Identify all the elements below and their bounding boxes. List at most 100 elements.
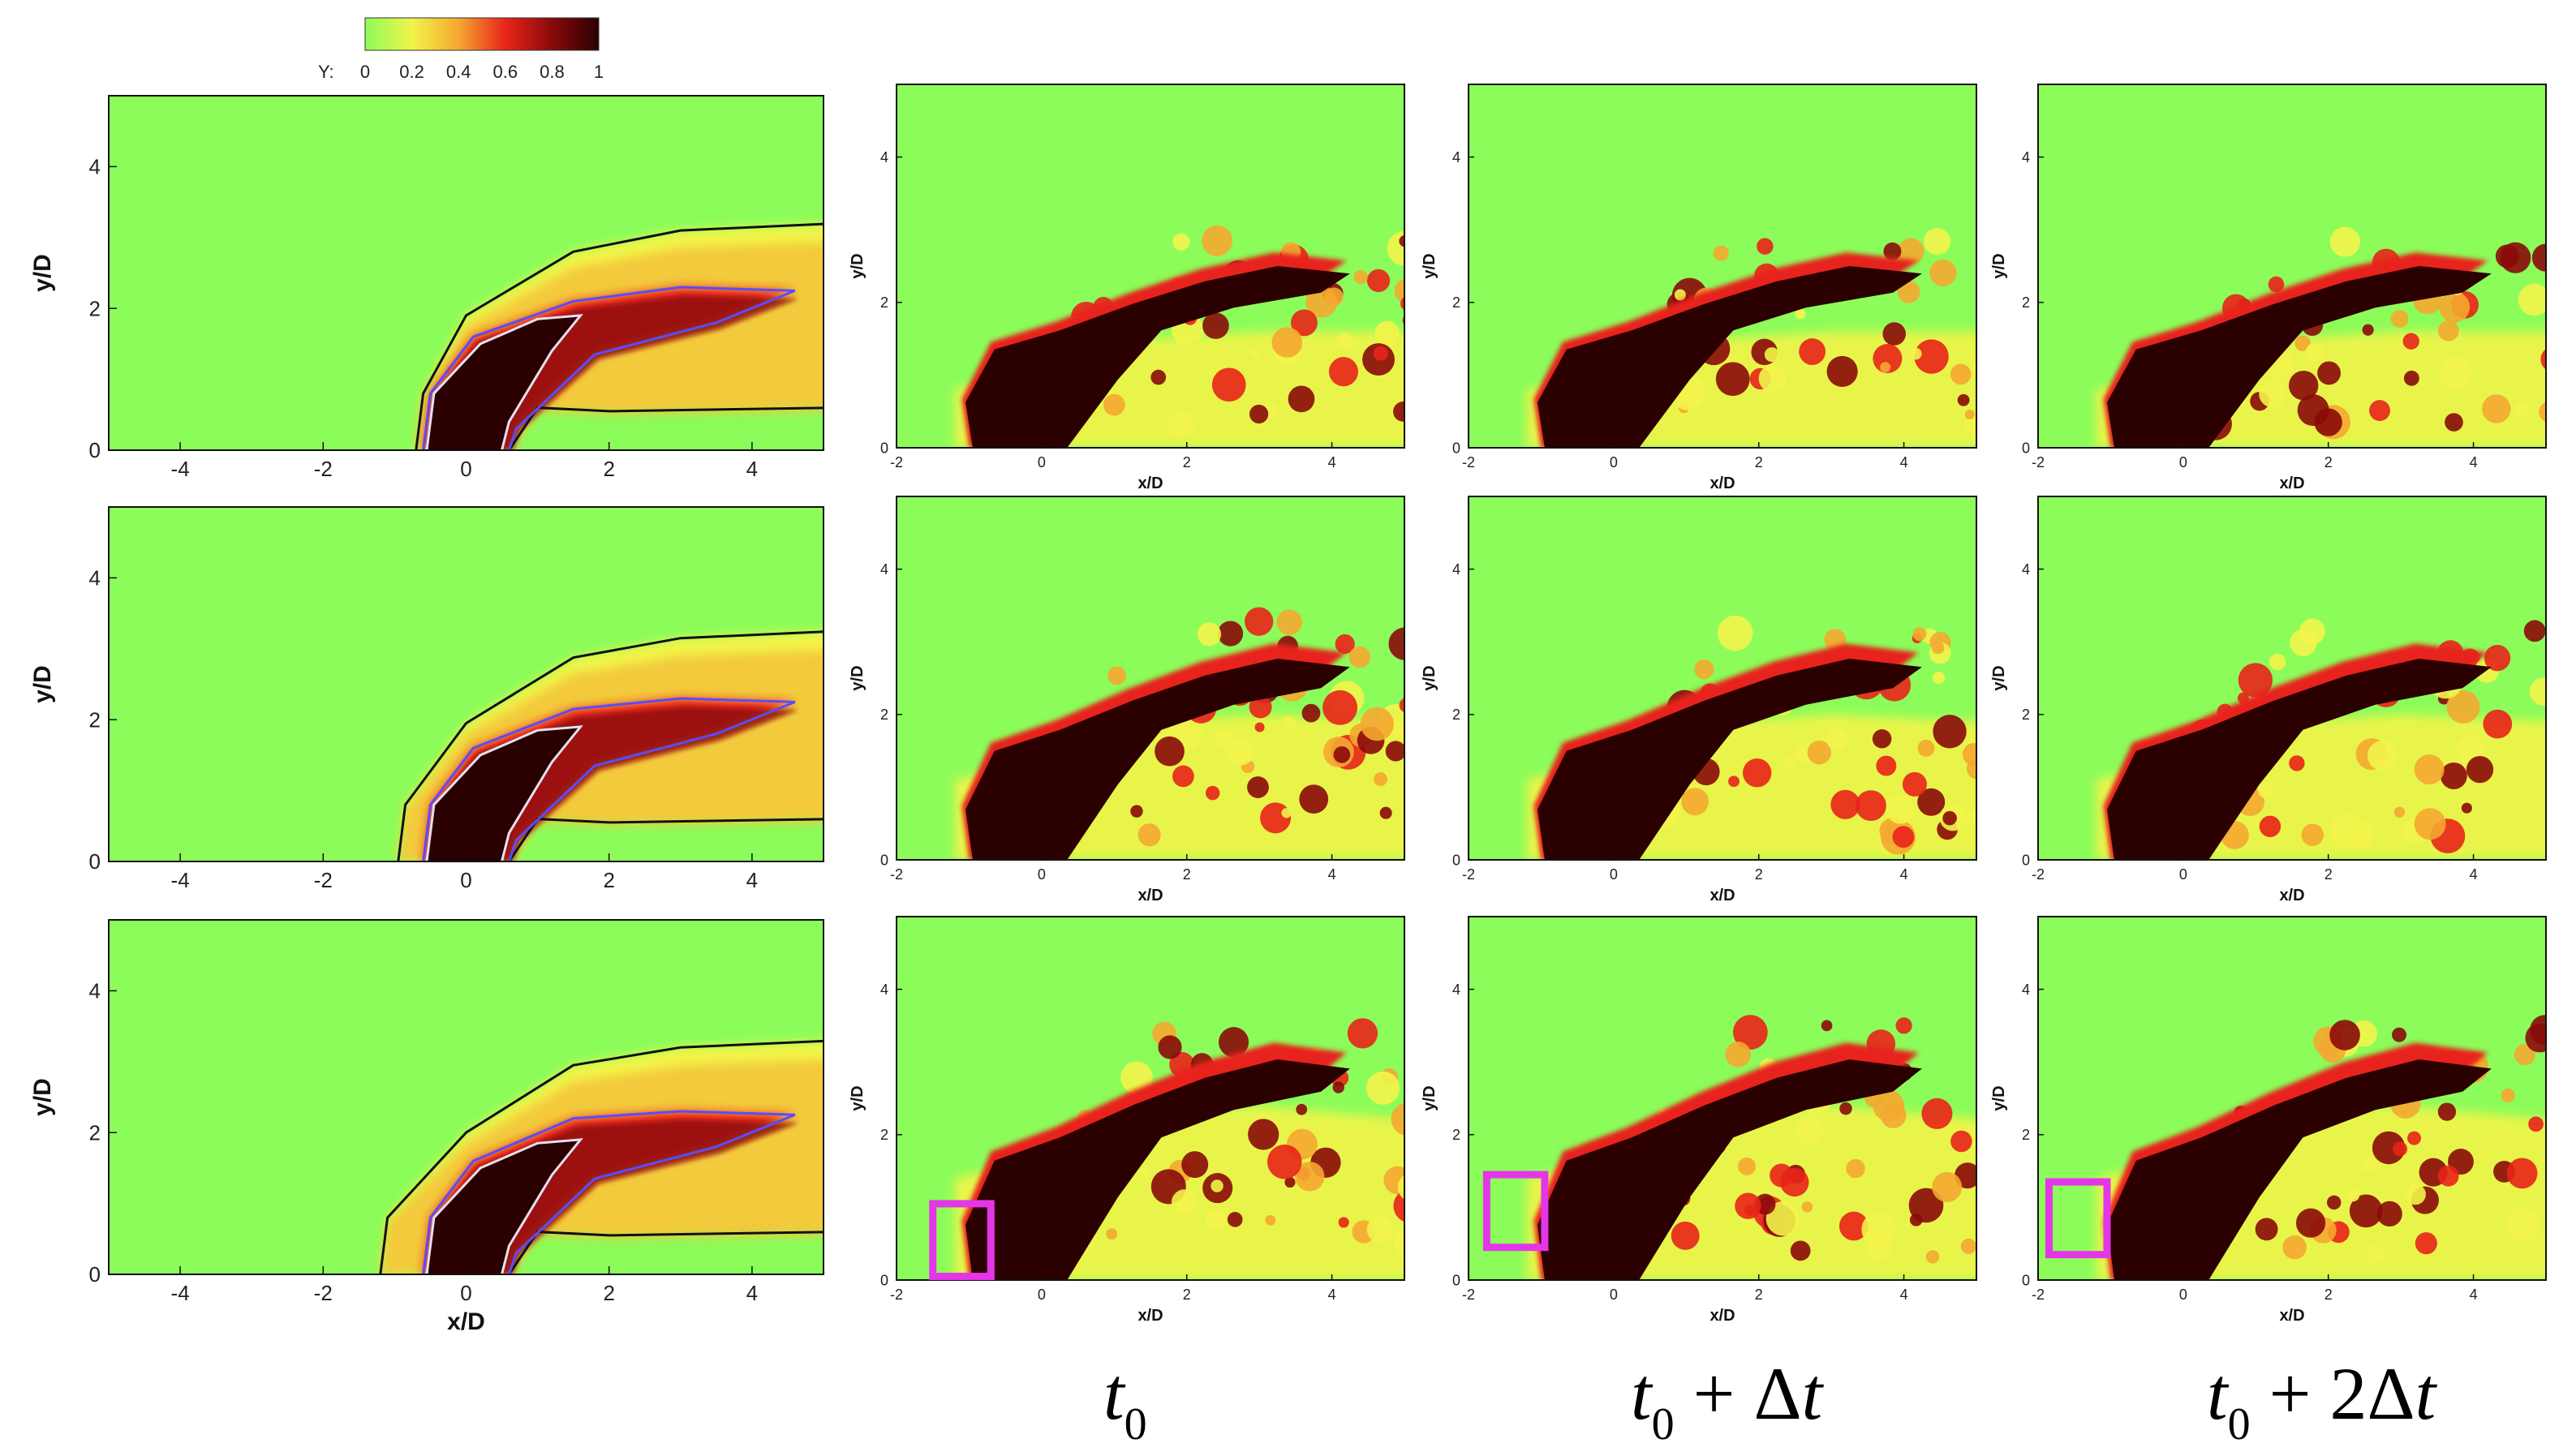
mixing-eddy bbox=[1801, 1201, 1813, 1213]
y-axis-label: y/D bbox=[1990, 253, 2008, 278]
x-tick-label: -2 bbox=[890, 1287, 903, 1303]
mixing-eddy bbox=[1335, 634, 1355, 655]
x-tick-label: -2 bbox=[314, 1281, 333, 1305]
mixing-eddy bbox=[2372, 1131, 2406, 1165]
mixing-eddy bbox=[1284, 1176, 1296, 1188]
mixing-eddy bbox=[1139, 1167, 1150, 1178]
mixing-eddy bbox=[1892, 826, 1915, 848]
colorbar-tick-label: 0.8 bbox=[540, 62, 565, 82]
y-tick-label: 0 bbox=[2022, 1272, 2030, 1288]
plot-frame bbox=[1468, 916, 1977, 1281]
colorbar-tick-label: 0.6 bbox=[493, 62, 518, 82]
y-tick-label: 4 bbox=[89, 979, 101, 1003]
mixing-eddy bbox=[1214, 728, 1234, 749]
mixing-eddy bbox=[1738, 1157, 1756, 1175]
mixing-eddy bbox=[1276, 609, 1302, 635]
mixing-eddy bbox=[1374, 320, 1400, 346]
mixing-eddy bbox=[1765, 1201, 1801, 1236]
mixing-eddy bbox=[1205, 785, 1220, 801]
x-axis-label: x/D bbox=[1709, 1307, 1735, 1325]
x-axis-label: x/D bbox=[1709, 475, 1735, 492]
mixing-eddy bbox=[2257, 782, 2274, 799]
mixing-eddy bbox=[1883, 242, 1902, 260]
mixing-eddy bbox=[2518, 283, 2546, 316]
x-tick-label: 4 bbox=[1900, 1287, 1908, 1303]
mixing-eddy bbox=[1399, 698, 1404, 713]
mixing-eddy bbox=[2329, 226, 2360, 257]
mixing-eddy bbox=[2403, 370, 2419, 386]
mixing-eddy bbox=[1932, 671, 1946, 685]
plume-core-region bbox=[427, 726, 581, 861]
mixing-eddy bbox=[1202, 225, 1233, 256]
y-tick-label: 2 bbox=[880, 294, 888, 311]
mixing-eddy bbox=[1838, 1211, 1869, 1241]
x-tick-label: 2 bbox=[2324, 866, 2333, 883]
mixing-eddy bbox=[1271, 327, 1303, 358]
colorbar-tick-label: 1 bbox=[594, 62, 604, 82]
mean-field-panel-3: -4 -2 0 2 4 0 2 4 y/D x/D bbox=[29, 919, 824, 1335]
jet-core-region bbox=[1537, 1059, 1922, 1280]
mixing-eddy bbox=[2545, 819, 2546, 826]
mixing-eddy bbox=[1301, 703, 1321, 723]
mixing-eddy bbox=[2289, 755, 2305, 771]
y-axis-label: y/D bbox=[29, 254, 56, 292]
mixing-eddy bbox=[1950, 363, 1972, 385]
x-axis-label: x/D bbox=[2279, 887, 2304, 904]
x-tick-label: 2 bbox=[2324, 454, 2333, 470]
x-tick-label: 4 bbox=[2470, 1287, 2478, 1303]
mixing-eddy bbox=[2295, 1208, 2326, 1238]
mixing-eddy bbox=[1172, 233, 1190, 251]
x-tick-label: -2 bbox=[1462, 1287, 1475, 1303]
mixing-eddy bbox=[1795, 1116, 1824, 1145]
y-tick-label: 0 bbox=[880, 852, 888, 868]
mixing-eddy bbox=[1217, 621, 1244, 647]
mixing-eddy bbox=[2540, 349, 2546, 370]
mixing-eddy bbox=[1360, 707, 1395, 741]
mixing-eddy bbox=[2349, 1194, 2383, 1228]
x-tick-label: -4 bbox=[171, 1281, 190, 1305]
y-tick-label: 0 bbox=[2022, 440, 2030, 456]
mixing-eddy bbox=[1347, 1018, 1378, 1049]
mixing-eddy bbox=[2329, 1020, 2360, 1050]
y-tick-label: 2 bbox=[2022, 707, 2030, 723]
mixing-eddy bbox=[1336, 333, 1354, 350]
plume-core-region bbox=[427, 315, 581, 450]
mixing-eddy bbox=[2405, 1184, 2426, 1205]
mixing-eddy bbox=[1254, 722, 1265, 732]
mixing-eddy bbox=[1338, 1217, 1349, 1228]
mean-field-panel-2: -4 -2 0 2 4 0 2 4 y/D bbox=[29, 506, 824, 892]
mixing-eddy bbox=[1795, 308, 1806, 320]
mixing-eddy bbox=[2525, 1023, 2546, 1053]
mixing-eddy bbox=[1181, 1151, 1209, 1179]
x-tick-label: 0 bbox=[1038, 866, 1046, 883]
jet-core-region bbox=[1537, 266, 1922, 448]
iso-contour-outer bbox=[415, 222, 824, 450]
x-tick-label: -2 bbox=[2032, 866, 2045, 883]
x-tick-label: -4 bbox=[171, 457, 190, 481]
plot-frame bbox=[2037, 496, 2547, 861]
mixing-eddy bbox=[1909, 1213, 1923, 1226]
mixing-eddy bbox=[2484, 645, 2511, 672]
iso-contour-white bbox=[425, 1138, 583, 1274]
y-tick-label: 4 bbox=[2022, 149, 2030, 165]
mixing-eddy bbox=[1880, 362, 1891, 373]
mixing-eddy bbox=[2317, 361, 2342, 385]
plot-frame bbox=[896, 84, 1405, 449]
x-tick-label: 2 bbox=[1183, 1287, 1191, 1303]
y-tick-label: 0 bbox=[1452, 440, 1460, 456]
mixing-eddy bbox=[2369, 400, 2390, 421]
x-tick-label: -2 bbox=[890, 866, 903, 883]
mixing-eddy bbox=[1282, 715, 1296, 729]
x-tick-label: 0 bbox=[1610, 1287, 1618, 1303]
colorbar-tick-label: 0.2 bbox=[399, 62, 424, 82]
mixing-eddy bbox=[1715, 362, 1750, 397]
jet-core-region bbox=[965, 266, 1350, 448]
mixing-eddy bbox=[2327, 1195, 2342, 1210]
mixing-eddy bbox=[2269, 653, 2286, 671]
x-tick-label: 4 bbox=[1328, 454, 1336, 470]
mixing-eddy bbox=[1964, 410, 1975, 420]
